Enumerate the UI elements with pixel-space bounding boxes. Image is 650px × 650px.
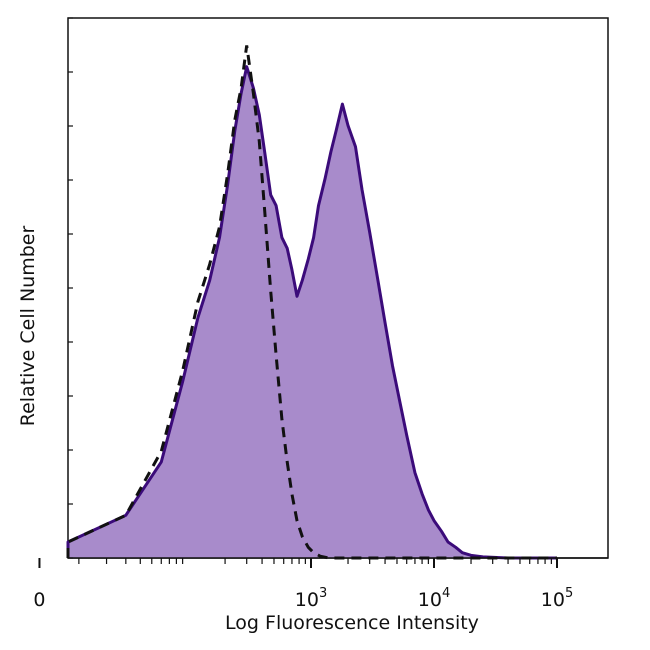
x-tick-label: 104 xyxy=(418,586,450,611)
y-axis-ticks xyxy=(68,17,73,559)
series-layer xyxy=(66,45,608,560)
x-axis-ticks xyxy=(38,558,558,568)
x-axis-title: Log Fluorescence Intensity xyxy=(225,612,479,634)
y-axis-title: Relative Cell Number xyxy=(17,226,39,427)
x-tick-label: 105 xyxy=(541,586,573,611)
x-tick-label: 0 xyxy=(33,589,45,611)
control-histogram-line xyxy=(66,45,557,560)
stained-histogram-fill xyxy=(68,66,557,558)
x-tick-labels: 0 103 104 105 xyxy=(33,586,573,611)
stained-histogram-line xyxy=(66,65,557,560)
x-tick-label: 103 xyxy=(295,586,327,611)
